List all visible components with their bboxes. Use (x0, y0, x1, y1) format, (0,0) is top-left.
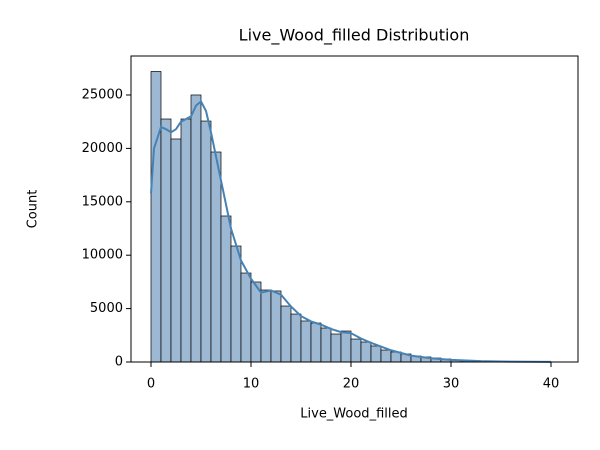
bar (370, 345, 382, 363)
bar (240, 272, 252, 363)
bar (210, 151, 222, 363)
bar (160, 118, 172, 363)
y-tick-label: 25000 (82, 87, 123, 102)
y-tick-label: 0 (115, 355, 123, 370)
bar (310, 322, 322, 363)
bar (220, 215, 232, 363)
plot-frame (130, 55, 579, 363)
bar (260, 289, 272, 363)
bar (270, 290, 282, 363)
bar (330, 333, 342, 363)
bar (320, 327, 332, 363)
bar (300, 320, 312, 363)
x-tick-label: 10 (243, 377, 260, 392)
bar (350, 338, 362, 363)
bar (180, 118, 192, 363)
y-tick-label: 15000 (82, 194, 123, 209)
chart-title: Live_Wood_filled Distribution (239, 26, 470, 46)
y-axis-label: Count (26, 190, 41, 229)
bar (170, 138, 182, 363)
bar (290, 313, 302, 363)
bar (340, 330, 352, 363)
kde-line (150, 99, 552, 363)
bar (250, 281, 262, 363)
bar (380, 349, 392, 363)
bar (360, 341, 372, 363)
x-tick-label: 20 (343, 377, 360, 392)
bar (230, 245, 242, 363)
bar (200, 120, 212, 363)
x-axis-label: Live_Wood_filled (300, 407, 407, 422)
x-tick-label: 0 (147, 377, 155, 392)
y-tick-label: 10000 (82, 248, 123, 263)
y-tick-label: 5000 (90, 301, 123, 316)
bar (190, 94, 202, 363)
x-tick-label: 40 (543, 377, 560, 392)
x-tick-label: 30 (443, 377, 460, 392)
bar (280, 305, 292, 363)
bar (150, 71, 162, 363)
y-tick-label: 20000 (82, 141, 123, 156)
